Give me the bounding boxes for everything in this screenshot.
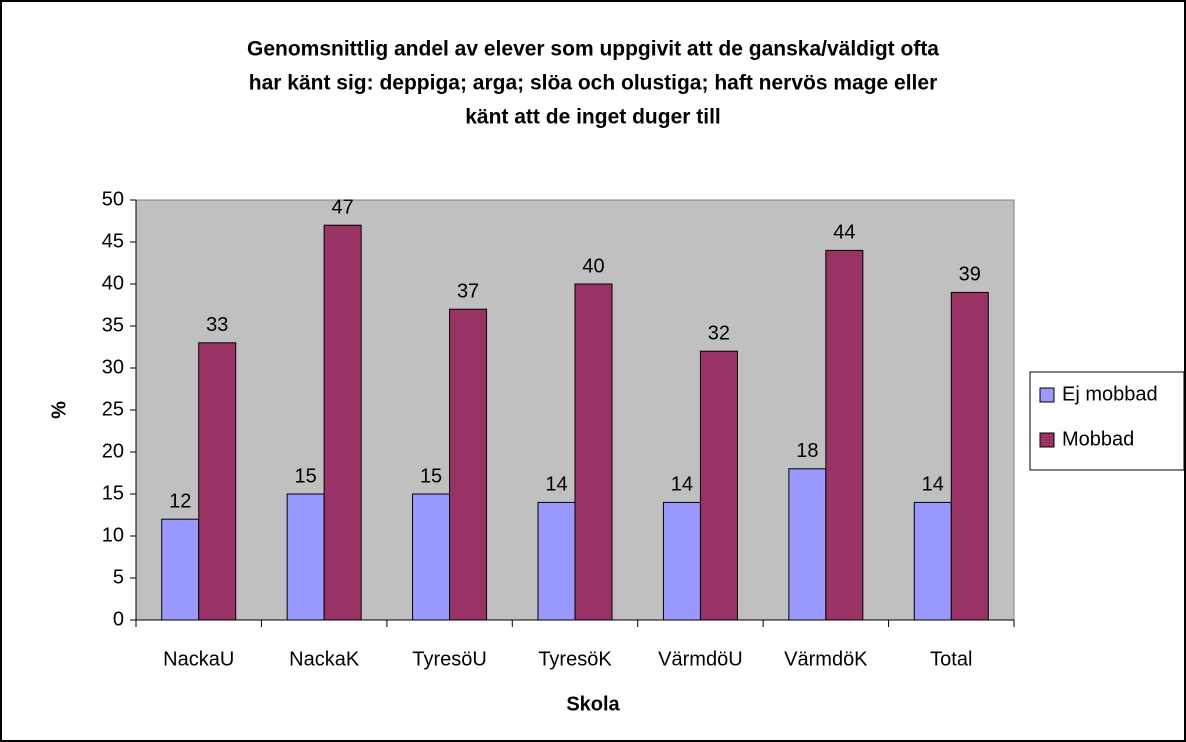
bar bbox=[913, 501, 952, 621]
value-label: 15 bbox=[420, 465, 442, 487]
bar bbox=[699, 350, 738, 621]
value-label: 12 bbox=[169, 490, 191, 512]
legend-swatch bbox=[1039, 432, 1055, 448]
bar bbox=[412, 493, 451, 621]
value-label: 39 bbox=[959, 264, 981, 286]
x-tick-label: VärmdöK bbox=[784, 648, 868, 670]
chart-title: känt att de inget duger till bbox=[465, 106, 721, 129]
bar bbox=[662, 501, 701, 621]
value-label: 37 bbox=[457, 280, 479, 302]
value-label: 14 bbox=[545, 474, 567, 496]
y-tick-label: 50 bbox=[102, 188, 124, 210]
x-tick-label: TyresöK bbox=[538, 648, 612, 670]
bar bbox=[161, 518, 200, 621]
bar bbox=[537, 501, 576, 621]
value-label: 14 bbox=[922, 474, 944, 496]
value-label: 44 bbox=[833, 222, 855, 244]
legend-label: Ej mobbad bbox=[1062, 383, 1158, 405]
value-label: 32 bbox=[708, 322, 730, 344]
value-label: 18 bbox=[796, 440, 818, 462]
y-tick-label: 0 bbox=[113, 608, 124, 630]
x-tick-label: Total bbox=[930, 648, 972, 670]
bar bbox=[449, 308, 488, 621]
y-tick-label: 5 bbox=[113, 566, 124, 588]
value-label: 33 bbox=[206, 314, 228, 336]
y-tick-label: 25 bbox=[102, 398, 124, 420]
y-axis-title: % bbox=[48, 401, 70, 419]
bar bbox=[323, 224, 362, 621]
chart-title: Genomsnittlig andel av elever som uppgiv… bbox=[247, 38, 939, 61]
legend-label: Mobbad bbox=[1062, 428, 1134, 450]
y-tick-label: 15 bbox=[102, 482, 124, 504]
bar bbox=[198, 342, 237, 621]
bar bbox=[788, 468, 827, 621]
y-tick-label: 10 bbox=[102, 524, 124, 546]
y-tick-label: 35 bbox=[102, 314, 124, 336]
value-label: 40 bbox=[582, 255, 604, 277]
chart-title: har känt sig: deppiga; arga; slöa och ol… bbox=[249, 72, 938, 95]
value-label: 47 bbox=[332, 196, 354, 218]
bar bbox=[574, 283, 613, 621]
value-label: 14 bbox=[671, 474, 693, 496]
value-label: 15 bbox=[295, 465, 317, 487]
y-tick-label: 45 bbox=[102, 230, 124, 252]
bar bbox=[825, 249, 864, 621]
bar bbox=[286, 493, 325, 621]
bar bbox=[950, 291, 989, 621]
x-tick-label: NackaK bbox=[289, 648, 360, 670]
y-tick-label: 30 bbox=[102, 356, 124, 378]
legend-box bbox=[1029, 371, 1185, 471]
legend-swatch bbox=[1039, 387, 1055, 403]
y-tick-label: 40 bbox=[102, 272, 124, 294]
x-tick-label: VärmdöU bbox=[658, 648, 742, 670]
y-tick-label: 20 bbox=[102, 440, 124, 462]
x-tick-label: NackaU bbox=[163, 648, 234, 670]
x-axis-title: Skola bbox=[566, 693, 620, 715]
x-tick-label: TyresöU bbox=[412, 648, 486, 670]
